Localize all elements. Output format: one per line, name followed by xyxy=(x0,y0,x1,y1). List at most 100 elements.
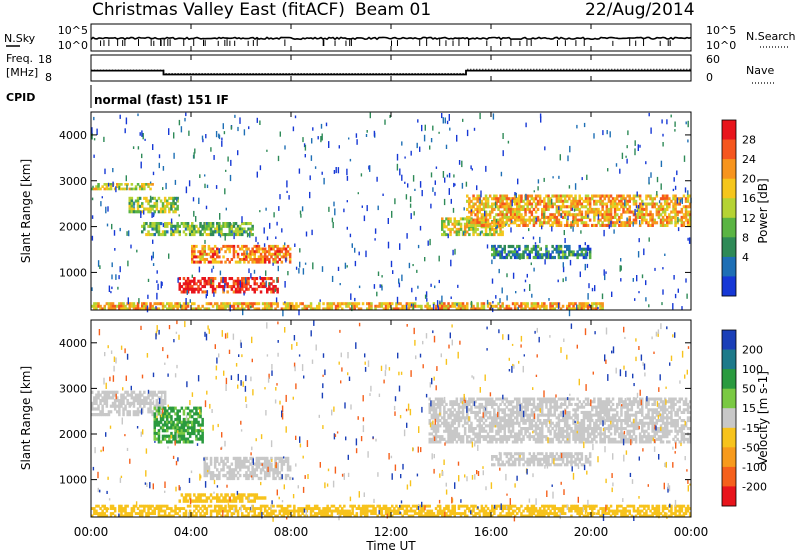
heatmap-cell xyxy=(351,512,354,515)
heatmap-cell xyxy=(198,197,200,204)
heatmap-cell xyxy=(149,399,152,403)
heatmap-cell xyxy=(624,509,627,513)
heatmap-cell xyxy=(253,269,256,274)
heatmap-cell xyxy=(534,507,538,510)
heatmap-cell xyxy=(120,304,123,308)
heatmap-cell xyxy=(145,233,148,237)
heatmap-cell xyxy=(447,440,450,444)
heatmap-cell xyxy=(488,230,492,234)
heatmap-cell xyxy=(601,199,604,203)
heatmap-cell xyxy=(574,199,577,203)
heatmap-cell xyxy=(216,222,219,226)
heatmap-cell xyxy=(193,252,196,256)
heatmap-cell xyxy=(280,459,284,463)
heatmap-cell xyxy=(186,290,190,294)
heatmap-cell xyxy=(426,307,429,311)
heatmap-cell xyxy=(316,514,319,518)
heatmap-cell xyxy=(555,221,559,225)
heatmap-cell xyxy=(157,504,161,508)
heatmap-cell xyxy=(463,419,467,423)
heatmap-cell xyxy=(115,274,117,280)
heatmap-cell xyxy=(130,390,134,394)
heatmap-cell xyxy=(218,233,221,237)
heatmap-cell xyxy=(413,504,417,508)
heatmap-cell xyxy=(270,287,273,291)
heatmap-cell xyxy=(555,250,559,254)
heatmap-cell xyxy=(191,499,194,503)
heatmap-cell xyxy=(601,223,604,227)
heatmap-cell xyxy=(124,304,127,308)
heatmap-cell xyxy=(188,285,192,289)
heatmap-cell xyxy=(159,401,163,405)
heatmap-cell xyxy=(170,409,173,413)
heatmap-cell xyxy=(547,514,550,518)
heatmap-cell xyxy=(499,194,502,198)
heatmap-cell xyxy=(468,227,471,231)
heatmap-cell xyxy=(138,396,142,400)
heatmap-cell xyxy=(509,218,513,222)
heatmap-cell xyxy=(255,496,259,500)
heatmap-cell xyxy=(230,512,234,515)
heatmap-cell xyxy=(466,304,469,308)
heatmap-cell xyxy=(193,426,196,430)
heatmap-cell xyxy=(197,307,200,311)
heatmap-cell xyxy=(583,122,586,128)
heatmap-cell xyxy=(344,262,347,269)
heatmap-cell xyxy=(136,512,140,515)
heatmap-cell xyxy=(430,172,433,178)
heatmap-cell xyxy=(261,302,265,306)
heatmap-cell xyxy=(161,412,165,416)
heatmap-cell xyxy=(232,476,236,481)
heatmap-cell xyxy=(176,199,179,203)
heatmap-cell xyxy=(197,406,200,410)
heatmap-cell xyxy=(272,473,275,478)
heatmap-cell xyxy=(241,504,244,508)
heatmap-cell xyxy=(553,307,556,311)
heatmap-cell xyxy=(257,285,261,289)
heatmap-cell xyxy=(447,429,450,433)
heatmap-cell xyxy=(632,218,636,222)
heatmap-cell xyxy=(266,504,269,508)
heatmap-cell xyxy=(157,514,161,518)
heatmap-cell xyxy=(197,285,200,289)
heatmap-cell xyxy=(459,504,463,508)
heatmap-cell xyxy=(494,244,496,248)
heatmap-cell xyxy=(472,307,475,311)
heatmap-cell xyxy=(584,205,588,209)
heatmap-cell xyxy=(191,227,194,231)
heatmap-cell xyxy=(184,423,188,427)
heatmap-cell xyxy=(493,194,496,198)
freq-unit-label: [MHz] xyxy=(6,66,38,79)
heatmap-cell xyxy=(191,274,193,278)
heatmap-cell xyxy=(126,393,129,397)
heatmap-cell xyxy=(608,224,610,229)
heatmap-cell xyxy=(107,206,109,212)
heatmap-cell xyxy=(545,504,548,508)
heatmap-cell xyxy=(501,205,504,209)
heatmap-cell xyxy=(357,192,359,195)
heatmap-cell xyxy=(280,462,284,466)
heatmap-cell xyxy=(497,223,500,227)
heatmap-cell xyxy=(688,514,692,518)
heatmap-cell xyxy=(153,302,156,306)
heatmap-cell xyxy=(141,307,144,311)
heatmap-cell xyxy=(224,250,227,254)
heatmap-cell xyxy=(216,302,219,306)
heatmap-cell xyxy=(628,197,631,201)
heatmap-cell xyxy=(93,509,96,513)
heatmap-cell xyxy=(641,205,644,209)
heatmap-cell xyxy=(682,215,686,219)
heatmap-cell xyxy=(272,509,275,513)
heatmap-cell xyxy=(238,227,242,231)
heatmap-cell xyxy=(530,210,534,214)
heatmap-cell xyxy=(541,509,544,513)
heatmap-cell xyxy=(266,509,269,513)
heatmap-cell xyxy=(661,194,665,198)
heatmap-cell xyxy=(620,504,623,508)
heatmap-cell xyxy=(220,279,223,283)
heatmap-cell xyxy=(501,215,504,219)
heatmap-cell xyxy=(641,504,644,508)
heatmap-cell xyxy=(330,514,334,518)
heatmap-cell xyxy=(253,307,256,311)
heatmap-cell xyxy=(537,186,539,191)
